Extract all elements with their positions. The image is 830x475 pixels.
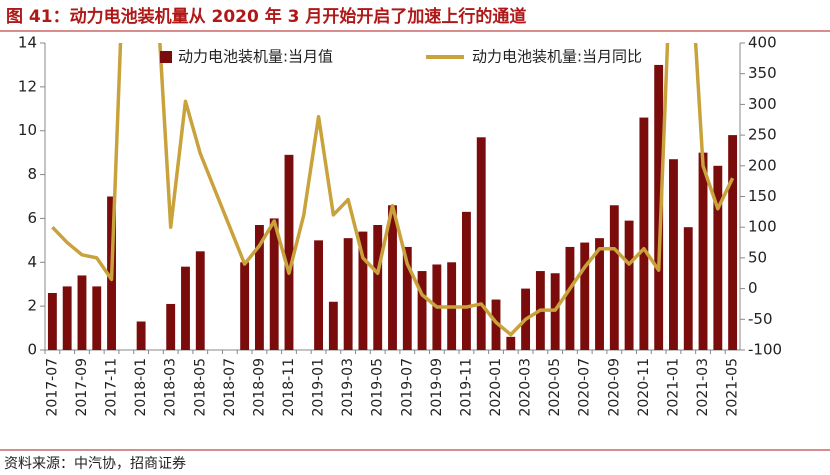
y-tick-label: 12 — [18, 77, 37, 95]
bar — [314, 240, 323, 350]
x-tick-label: 2019-01 — [311, 358, 327, 417]
bar — [195, 251, 205, 350]
x-tick-label: 2019-03 — [340, 358, 356, 417]
bar — [254, 225, 264, 350]
x-tick-label: 2018-03 — [163, 358, 179, 417]
bar — [624, 220, 634, 350]
x-tick-label: 2020-05 — [547, 358, 563, 417]
x-tick-label: 2018-07 — [222, 358, 238, 417]
x-tick-label: 2019-09 — [429, 358, 445, 417]
y2-tick-label: 0 — [748, 279, 758, 297]
bar — [358, 231, 368, 350]
x-tick-label: 2017-07 — [44, 358, 60, 417]
y2-tick-label: -100 — [748, 341, 782, 359]
bar — [654, 64, 664, 350]
x-tick-label: 2020-01 — [488, 358, 504, 417]
bar — [343, 238, 353, 350]
y2-tick-label: 50 — [748, 248, 767, 266]
y2-tick-label: 150 — [748, 187, 777, 205]
x-tick-label: 2018-05 — [192, 358, 208, 417]
y2-tick-label: 100 — [748, 218, 777, 236]
x-tick-label: 2021-03 — [695, 358, 711, 417]
legend-swatch — [160, 51, 172, 63]
bar — [683, 227, 693, 350]
bar — [476, 137, 486, 350]
bar — [565, 246, 575, 350]
line — [51, 43, 735, 337]
bar — [284, 154, 294, 350]
source: 资料来源：中汽协，招商证券 — [4, 456, 186, 472]
plot — [47, 43, 738, 350]
bar — [62, 286, 72, 350]
bar — [698, 152, 708, 350]
x-tick-label: 2017-11 — [104, 358, 120, 417]
bar — [402, 246, 412, 350]
bar — [240, 262, 250, 350]
bar — [328, 301, 338, 350]
y2-tick-label: 200 — [748, 156, 777, 174]
y-tick-label: 10 — [18, 121, 37, 139]
y2-tick-label: 250 — [748, 126, 777, 144]
y-tick-label: 8 — [27, 165, 37, 183]
legend-label: 动力电池装机量:当月同比 — [472, 48, 642, 66]
x-tick-label: 2021-01 — [665, 358, 681, 417]
bar — [166, 303, 176, 350]
bar — [639, 117, 649, 350]
bar — [388, 205, 397, 350]
y2-tick-label: -50 — [748, 310, 773, 328]
bar — [462, 211, 471, 350]
bar — [269, 218, 279, 350]
bar — [77, 275, 87, 350]
bar — [580, 242, 590, 350]
x-tick-label: 2020-03 — [518, 358, 534, 417]
bar — [669, 159, 678, 350]
y2-tick-label: 300 — [748, 95, 777, 113]
bar — [595, 238, 604, 350]
bar — [47, 292, 57, 350]
y-tick-label: 0 — [27, 341, 37, 359]
x-tick-label: 2018-09 — [251, 358, 267, 417]
y2-tick-label: 400 — [748, 34, 777, 52]
bar — [92, 286, 102, 350]
x-tick-label: 2018-01 — [133, 358, 149, 417]
x-tick-label: 2019-05 — [370, 358, 386, 417]
x-tick-label: 2019-07 — [399, 358, 415, 417]
bar — [417, 271, 427, 350]
x-tick-label: 2021-05 — [725, 358, 741, 417]
bar — [181, 266, 190, 350]
x-tick-label: 2018-11 — [281, 358, 297, 417]
chart-title: 图 41：动力电池装机量从 2020 年 3 月开始开启了加速上行的通道 — [6, 6, 526, 27]
x-tick-label: 2020-09 — [606, 358, 622, 417]
bar — [136, 321, 146, 350]
x-tick-label: 2020-11 — [636, 358, 652, 417]
y-tick-label: 14 — [18, 34, 37, 52]
y-tick-label: 6 — [27, 209, 37, 227]
x-tick-label: 2017-09 — [74, 358, 90, 417]
x-tick-label: 2020-07 — [577, 358, 593, 417]
y2-tick-label: 350 — [748, 64, 777, 82]
x-tick-label: 2019-11 — [458, 358, 474, 417]
bar — [713, 165, 723, 350]
bar — [609, 205, 619, 350]
bar — [728, 135, 738, 350]
bar — [506, 336, 516, 350]
y-tick-label: 2 — [27, 297, 37, 315]
legend-label: 动力电池装机量:当月值 — [178, 48, 333, 66]
bar — [373, 225, 383, 350]
y-tick-label: 4 — [27, 253, 37, 271]
bar — [491, 299, 501, 350]
